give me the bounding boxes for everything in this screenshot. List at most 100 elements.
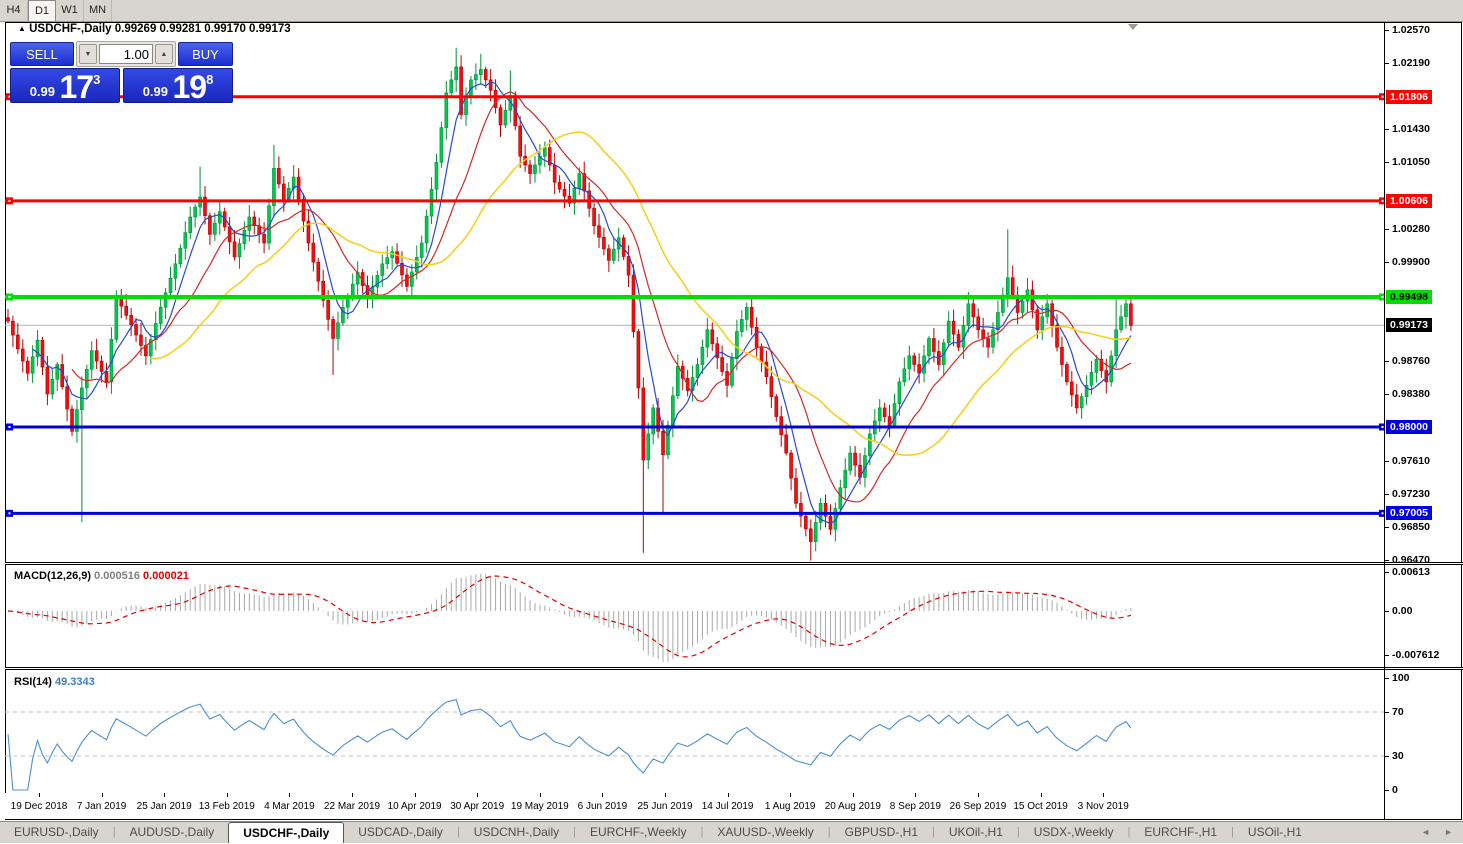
rsi-value: 49.3343: [54, 676, 95, 688]
price-level-badge: 1.00606: [1386, 193, 1432, 208]
price-axis-tick: [1384, 526, 1389, 528]
tab-separator: |: [932, 826, 935, 838]
date-axis-tick: [727, 793, 729, 797]
date-axis-tick: [602, 793, 604, 797]
volume-input[interactable]: [99, 44, 153, 64]
date-axis-tick: [352, 793, 353, 797]
chart-title: ▲ USDCHF-,Daily 0.99269 0.99281 0.99170 …: [18, 23, 291, 35]
price-axis-tick: [1384, 129, 1389, 131]
price-axis-label: 0.96470: [1392, 553, 1430, 566]
symbol-tab-ukoil-h1[interactable]: UKOil-,H1: [948, 825, 1003, 839]
volume-spinner: ▼ ▲: [76, 41, 176, 67]
macd-signal-value: 0.000021: [143, 570, 189, 582]
date-axis-label: 3 Nov 2019: [1077, 801, 1129, 812]
price-axis-label: 1.01050: [1392, 156, 1430, 169]
symbol-tab-usdx-weekly[interactable]: USDX-,Weekly: [1033, 825, 1114, 839]
macd-signal-line: [7, 575, 1132, 658]
timeframe-button-d1[interactable]: D1: [28, 0, 56, 21]
tab-separator: |: [827, 826, 831, 838]
date-axis-label: 19 Dec 2018: [10, 801, 68, 812]
price-axis-tick: [1384, 559, 1389, 561]
chart-symbol-label: USDCHF-,Daily: [29, 23, 112, 35]
rsi-axis-tick: [1384, 756, 1389, 757]
rsi-name: RSI(14): [14, 676, 52, 688]
macd-axis-label: -0.007612: [1392, 649, 1440, 661]
date-axis-label: 15 Oct 2019: [1013, 801, 1068, 812]
symbol-tab-xauusd-weekly[interactable]: XAUUSD-,Weekly: [717, 825, 814, 839]
date-axis-label: 13 Feb 2019: [198, 801, 255, 812]
tab-separator: |: [1127, 826, 1131, 838]
one-click-trade-panel: SELL ▼ ▲ BUY 0.99 173 0.99 198: [10, 41, 233, 105]
symbol-tab-gbpusd-h1[interactable]: GBPUSD-,H1: [844, 825, 918, 839]
volume-decrease-icon[interactable]: ▼: [79, 44, 97, 64]
price-axis-label: 0.96850: [1392, 520, 1430, 533]
timeframe-button-mn[interactable]: MN: [84, 0, 112, 21]
price-axis-tick: [1384, 30, 1389, 32]
symbol-tab-eurchf-h1[interactable]: EURCHF-,H1: [1144, 825, 1218, 839]
price-axis-label: 0.97230: [1392, 487, 1430, 500]
scroll-right-icon[interactable]: ►: [1444, 827, 1453, 837]
price-level-badge: 1.01806: [1386, 89, 1432, 104]
timeframe-button-w1[interactable]: W1: [56, 0, 84, 21]
date-axis-tick: [289, 793, 291, 797]
price-axis-label: 0.98380: [1392, 388, 1430, 401]
date-axis-tick: [665, 793, 666, 797]
macd-axis-tick: [1384, 611, 1389, 612]
symbol-tab-eurchf-weekly[interactable]: EURCHF-,Weekly: [590, 825, 687, 839]
rsi-canvas: [5, 699, 1384, 791]
price-axis-tick: [1384, 493, 1389, 495]
buy-button[interactable]: BUY: [178, 42, 233, 66]
timeframe-button-h4[interactable]: H4: [0, 0, 28, 21]
moving-average-line: [32, 81, 1132, 525]
price-axis-label: 0.97610: [1392, 454, 1430, 467]
symbol-tab-usdcad-daily[interactable]: USDCAD-,Daily: [358, 825, 443, 839]
sell-price-big: 17: [59, 69, 94, 105]
rsi-axis-label: 70: [1392, 706, 1404, 718]
macd-axis-tick: [1384, 572, 1389, 573]
macd-axis-tick: [1384, 655, 1389, 656]
sell-price-prefix: 0.99: [29, 84, 56, 99]
price-axis-label: 1.01430: [1392, 123, 1430, 136]
price-axis-label: 0.98760: [1392, 355, 1430, 368]
date-axis-label: 22 Mar 2019: [323, 801, 381, 812]
price-axis-tick: [1384, 63, 1389, 65]
date-axis-tick: [226, 793, 228, 797]
date-axis-tick: [852, 793, 854, 797]
date-axis-tick: [39, 793, 40, 797]
buy-price-big: 19: [172, 69, 207, 105]
macd-axis-label: 0.00613: [1392, 566, 1430, 578]
sell-button[interactable]: SELL: [10, 42, 74, 66]
date-axis-label: 20 Aug 2019: [824, 801, 881, 812]
symbol-tab-audusd-daily[interactable]: AUDUSD-,Daily: [129, 825, 215, 839]
tab-separator: |: [700, 826, 704, 838]
date-axis-tick: [1040, 793, 1042, 797]
macd-name: MACD(12,26,9): [14, 570, 92, 582]
scroll-left-icon[interactable]: ◄: [1421, 827, 1431, 837]
symbol-tab-usdchf-daily[interactable]: USDCHF-,Daily: [228, 822, 345, 843]
sell-price-display[interactable]: 0.99 173: [10, 68, 120, 105]
collapse-triangle-icon[interactable]: ▲: [18, 24, 26, 33]
price-level-badge: 0.97005: [1386, 506, 1432, 521]
date-axis-label: 14 Jul 2019: [701, 801, 754, 812]
buy-price-prefix: 0.99: [142, 84, 169, 99]
price-axis-tick: [1384, 262, 1389, 264]
rsi-axis-tick: [1384, 790, 1389, 791]
volume-increase-icon[interactable]: ▲: [155, 44, 173, 64]
symbol-tab-usdcnh-daily[interactable]: USDCNH-,Daily: [473, 825, 560, 839]
buy-price-sup: 8: [206, 72, 214, 87]
sell-price-sup: 3: [93, 72, 101, 87]
chart-shift-marker-icon[interactable]: [1128, 24, 1138, 30]
date-axis-label: 30 Apr 2019: [450, 801, 505, 812]
symbol-tab-usoil-h1[interactable]: USOil-,H1: [1247, 825, 1302, 839]
panel-separator[interactable]: [5, 562, 1463, 565]
rsi-axis-tick: [1384, 678, 1389, 679]
date-axis-tick: [790, 793, 792, 797]
macd-label: MACD(12,26,9) 0.000516 0.000021: [14, 570, 189, 582]
buy-price-display[interactable]: 0.99 198: [123, 68, 233, 105]
symbol-tab-eurusd-daily[interactable]: EURUSD-,Daily: [14, 825, 99, 839]
price-axis-label: 1.02190: [1392, 57, 1430, 70]
rsi-label: RSI(14) 49.3343: [14, 676, 95, 688]
panel-separator[interactable]: [5, 667, 1463, 670]
date-axis-label: 19 May 2019: [510, 801, 569, 812]
price-axis-tick: [1384, 460, 1389, 462]
